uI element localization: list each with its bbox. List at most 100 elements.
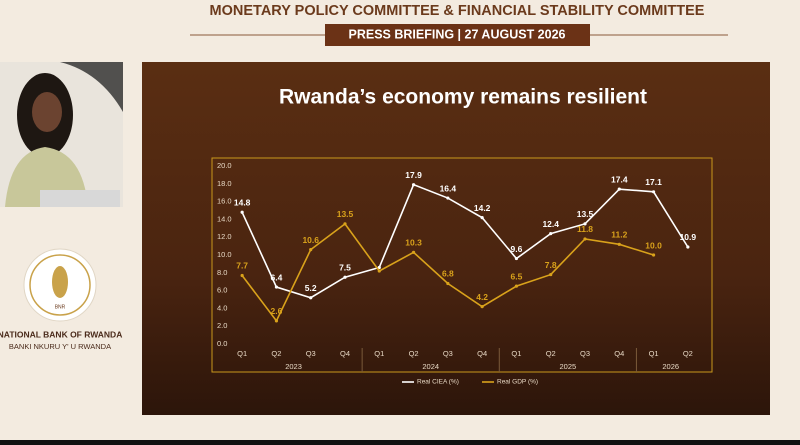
header-title: MONETARY POLICY COMMITTEE & FINANCIAL ST…	[210, 3, 705, 19]
data-label: 7.5	[339, 263, 351, 273]
x-tick-label: Q3	[443, 349, 453, 358]
point	[446, 196, 450, 200]
data-label: 6.8	[442, 269, 454, 279]
point	[480, 305, 484, 309]
legend-label: Real CIEA (%)	[417, 379, 459, 386]
x-group-label: 2025	[560, 362, 577, 371]
y-tick-label: 14.0	[217, 214, 232, 223]
chart-frame	[211, 157, 713, 373]
data-label: 10.3	[405, 238, 422, 248]
data-label: 14.8	[234, 198, 251, 208]
data-label: 10.0	[645, 240, 662, 250]
data-label: 7.7	[236, 261, 248, 271]
x-tick-label: Q4	[477, 349, 487, 358]
x-tick-label: Q1	[374, 349, 384, 358]
x-group-label: 2023	[285, 362, 302, 371]
data-label: 17.4	[611, 174, 628, 184]
point	[240, 210, 244, 214]
data-label: 9.6	[511, 244, 523, 254]
logo-ring	[29, 254, 91, 316]
x-tick-label: Q1	[511, 349, 521, 358]
data-label: 13.5	[577, 209, 594, 219]
data-label: 11.8	[577, 224, 593, 234]
point	[446, 281, 450, 286]
data-label: 4.2	[476, 292, 488, 302]
data-label: 2.6	[271, 306, 283, 316]
data-label: 6.5	[511, 271, 523, 281]
video-decoration	[60, 62, 123, 112]
x-tick-label: Q2	[271, 349, 281, 358]
x-tick-label: Q4	[340, 349, 350, 358]
bank-name-local: BANKI NKURU Y' U RWANDA	[9, 342, 111, 351]
y-tick-label: 2.0	[217, 321, 227, 330]
data-label: 17.9	[405, 170, 422, 180]
plot: 0.0 2.0 4.0 6.0 8.0 10.0 12.0 14.0 16.0 18.0 20.0 Q…	[217, 161, 696, 386]
y-tick-label: 12.0	[217, 232, 232, 241]
point	[411, 183, 416, 187]
y-tick-label: 0.0	[217, 339, 227, 348]
y-tick-label: 18.0	[217, 179, 232, 188]
data-label: 16.4	[440, 183, 457, 193]
x-group-label: 2026	[662, 362, 679, 371]
point	[343, 275, 347, 279]
subtitle-box	[325, 24, 590, 46]
point	[411, 250, 416, 254]
legend-label: Real GDP (%)	[497, 379, 538, 386]
point	[309, 296, 313, 300]
data-label: 6.4	[271, 272, 283, 282]
point	[343, 222, 347, 226]
point	[309, 248, 313, 252]
point	[377, 265, 381, 270]
point	[686, 245, 690, 249]
slide	[142, 62, 770, 415]
y-tick-label: 20.0	[217, 161, 232, 170]
point	[480, 216, 484, 220]
y-tick-label: 16.0	[217, 197, 232, 206]
point	[549, 232, 553, 236]
point	[651, 190, 656, 194]
y-tick-label: 8.0	[217, 268, 227, 277]
data-label: 7.8	[545, 260, 557, 270]
point	[651, 253, 656, 257]
point	[274, 319, 279, 323]
point	[377, 269, 381, 273]
header-subtitle: PRESS BRIEFING | 27 AUGUST 2026	[349, 27, 566, 41]
point	[549, 272, 553, 277]
point	[514, 284, 519, 288]
bottom-bar	[0, 440, 800, 445]
data-label: 12.4	[542, 219, 559, 229]
x-tick-label: Q2	[683, 349, 693, 358]
data-label: 10.6	[302, 235, 319, 245]
series-line	[241, 183, 689, 299]
x-tick-label: Q3	[580, 349, 590, 358]
point	[240, 273, 244, 278]
data-label: 13.5	[337, 209, 354, 219]
x-tick-label: Q4	[614, 349, 624, 358]
data-label: 14.2	[474, 203, 491, 213]
point	[617, 242, 621, 246]
y-tick-label: 4.0	[217, 303, 227, 312]
data-label: 5.2	[305, 283, 317, 293]
data-label: 11.2	[611, 230, 627, 240]
y-tick-label: 6.0	[217, 286, 227, 295]
point	[514, 256, 519, 261]
logo-emblem	[52, 266, 68, 298]
point	[274, 285, 279, 289]
point	[583, 222, 587, 226]
x-tick-label: Q2	[546, 349, 556, 358]
logo-text: BNR	[55, 304, 66, 310]
chart-title: Rwanda’s economy remains resilient	[279, 86, 647, 109]
bank-name: NATIONAL BANK OF RWANDA	[0, 329, 122, 339]
data-label: 17.1	[645, 177, 662, 187]
data-label: 10.9	[680, 232, 697, 242]
laptop	[40, 190, 120, 207]
x-tick-label: Q1	[649, 349, 659, 358]
x-tick-label: Q1	[237, 349, 247, 358]
x-group-label: 2024	[422, 362, 439, 371]
person-face	[32, 92, 62, 132]
y-tick-label: 10.0	[217, 250, 232, 259]
point	[617, 187, 621, 191]
x-tick-label: Q2	[409, 349, 419, 358]
